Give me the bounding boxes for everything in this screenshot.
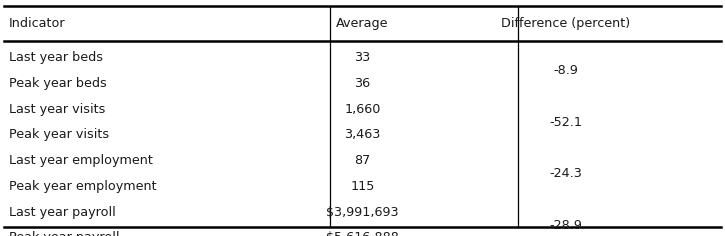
Text: Last year beds: Last year beds [9, 51, 103, 64]
Text: $5,616,888: $5,616,888 [326, 231, 399, 236]
Text: 3,463: 3,463 [344, 128, 381, 142]
Text: Difference (percent): Difference (percent) [501, 17, 630, 30]
Text: Last year employment: Last year employment [9, 154, 152, 167]
Text: -24.3: -24.3 [549, 167, 582, 180]
Text: Average: Average [336, 17, 389, 30]
Text: 36: 36 [355, 77, 370, 90]
Text: 33: 33 [355, 51, 370, 64]
Text: Indicator: Indicator [9, 17, 65, 30]
Text: 115: 115 [350, 180, 375, 193]
Text: Last year payroll: Last year payroll [9, 206, 115, 219]
Text: Last year visits: Last year visits [9, 103, 105, 116]
Text: -52.1: -52.1 [549, 116, 582, 129]
Text: Peak year beds: Peak year beds [9, 77, 107, 90]
Text: Peak year employment: Peak year employment [9, 180, 157, 193]
Text: 1,660: 1,660 [344, 103, 381, 116]
Text: $3,991,693: $3,991,693 [326, 206, 399, 219]
Text: -28.9: -28.9 [549, 219, 582, 232]
Text: Peak year visits: Peak year visits [9, 128, 109, 142]
Text: 87: 87 [355, 154, 370, 167]
Text: Peak year payroll: Peak year payroll [9, 231, 119, 236]
Text: -8.9: -8.9 [553, 64, 578, 77]
